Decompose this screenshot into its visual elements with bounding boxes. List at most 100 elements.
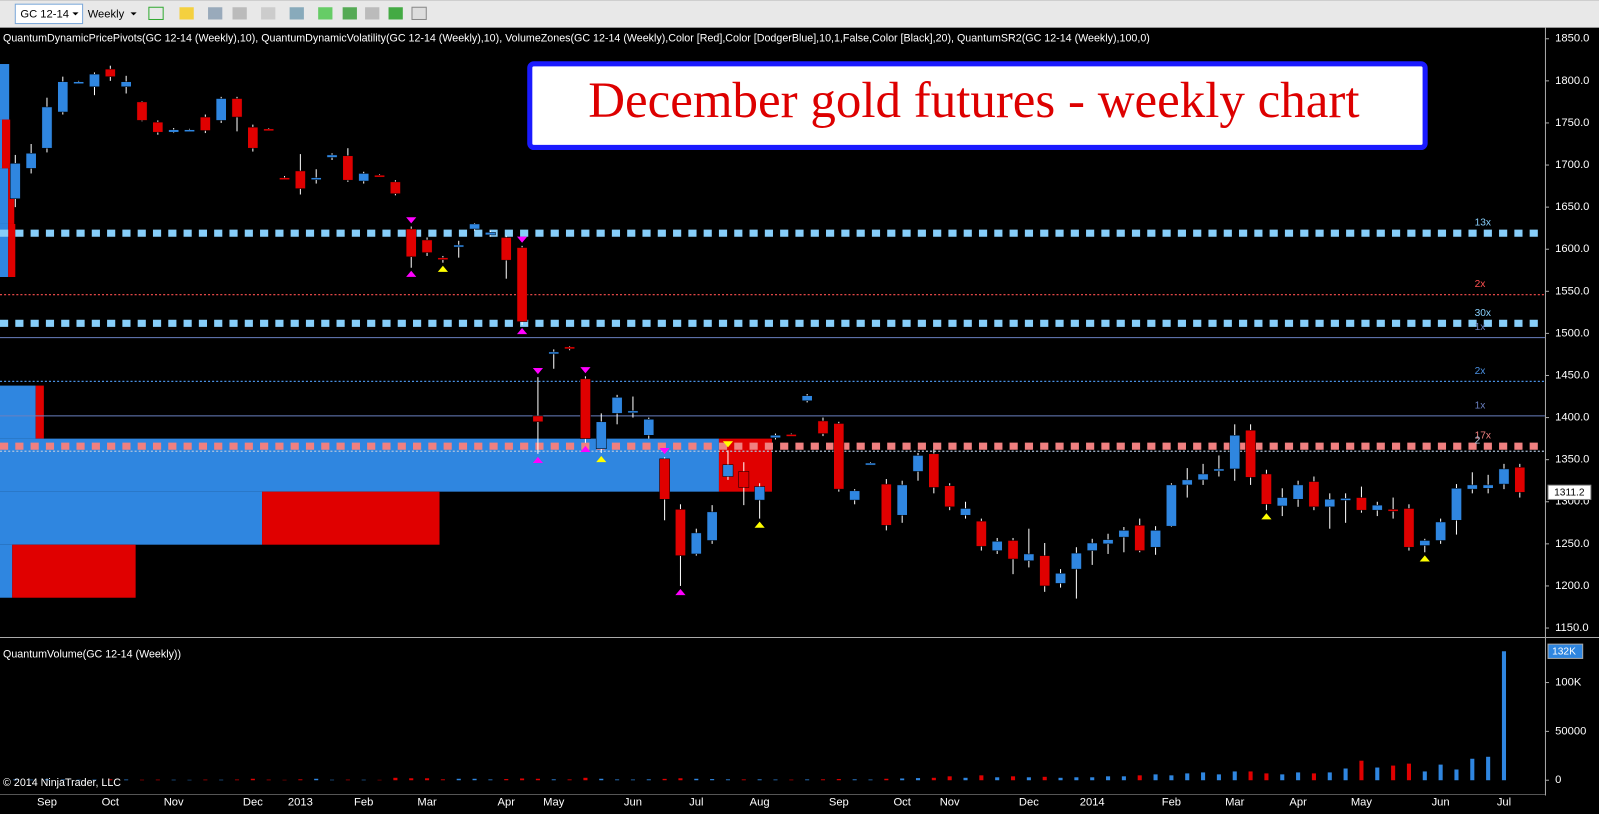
candle-body <box>833 423 845 490</box>
zone-down <box>35 385 44 439</box>
volume-bar <box>425 778 430 781</box>
candle-body <box>1498 468 1510 485</box>
trade-btn[interactable] <box>388 7 403 20</box>
candle-body <box>1403 508 1415 548</box>
x-tick-label: 2014 <box>1080 797 1105 809</box>
candle-body <box>231 98 243 118</box>
x-tick-label: Nov <box>940 797 960 809</box>
strategy-btn[interactable] <box>342 7 357 20</box>
y-tick-label: 1800.0 <box>1555 75 1589 87</box>
dropdown-arrow <box>72 12 79 16</box>
candle-body <box>564 346 575 350</box>
candle-body <box>168 129 180 133</box>
candle-body <box>199 116 211 131</box>
toolbar: GC 12-14 Weekly <box>0 0 1599 28</box>
x-tick-label: Mar <box>1225 797 1245 809</box>
volume-bar <box>1311 773 1316 781</box>
candle-body <box>25 152 37 169</box>
x-tick-label: Jun <box>1432 797 1450 809</box>
volume-bar <box>1201 772 1206 781</box>
candle-body <box>1071 552 1082 570</box>
tool-btn[interactable] <box>232 7 247 20</box>
candle-body <box>1435 521 1446 541</box>
volume-bar <box>1343 768 1348 781</box>
candle-body <box>1466 484 1478 490</box>
data-box-btn[interactable] <box>411 6 427 20</box>
candle-body <box>437 257 449 260</box>
volume-bar <box>963 777 968 781</box>
chart-style-btn[interactable] <box>148 6 164 20</box>
tool-btn[interactable] <box>208 7 223 20</box>
candle-body <box>120 81 132 88</box>
volume-bar <box>931 777 936 781</box>
volume-bar <box>409 778 414 781</box>
zone-up <box>0 544 13 598</box>
zone-up <box>0 119 3 169</box>
volume-bar <box>1248 771 1253 781</box>
volume-bar <box>266 779 271 781</box>
candle-body <box>215 98 227 121</box>
volume-bar <box>1216 774 1221 781</box>
pivot-marker <box>580 367 591 374</box>
candle-body <box>374 174 385 178</box>
volume-bar <box>646 779 651 781</box>
pivot-marker <box>1261 513 1272 520</box>
y-tick-label: 1350.0 <box>1555 454 1589 466</box>
volume-bar <box>805 779 810 781</box>
volume-bar <box>535 778 540 781</box>
volume-bar <box>314 778 319 781</box>
y-tick-label: 1250.0 <box>1555 538 1589 550</box>
volume-bar <box>599 778 604 781</box>
candle-body <box>1387 509 1399 512</box>
candle-body <box>1292 484 1304 500</box>
period[interactable]: Weekly <box>88 8 125 20</box>
candle-body <box>548 351 560 355</box>
pointer-btn[interactable] <box>261 7 276 20</box>
x-tick-label: Oct <box>102 797 120 809</box>
volume-bar <box>1106 776 1111 781</box>
y-tick-label: 1550.0 <box>1555 285 1589 297</box>
candle-body <box>880 483 892 526</box>
candle-body <box>342 155 354 181</box>
volume-bar <box>868 779 873 781</box>
volume-bar <box>298 779 303 781</box>
instrument-box[interactable] <box>14 3 84 25</box>
volume-bar <box>773 779 778 781</box>
candle-body <box>104 68 116 77</box>
zone-up <box>0 64 10 120</box>
volume-bar <box>725 779 731 781</box>
volume-bar <box>995 777 1000 781</box>
candle-body <box>453 244 465 248</box>
volume-bar <box>1422 771 1427 781</box>
x-tick-label: Oct <box>893 797 911 809</box>
x-tick-label: Sep <box>37 797 57 809</box>
zone-up <box>0 168 9 224</box>
candle-body <box>295 170 306 189</box>
candle-body <box>1055 573 1066 584</box>
volume-tick-label: 0 <box>1555 774 1561 786</box>
properties-btn[interactable] <box>365 7 380 20</box>
draw-btn[interactable] <box>179 7 194 20</box>
candle-body <box>57 81 69 113</box>
volume-bar <box>234 779 240 781</box>
instrument[interactable]: GC 12-14 <box>20 8 69 20</box>
volume-bar <box>29 779 34 781</box>
zone-down <box>262 491 440 545</box>
candle-body <box>690 532 702 555</box>
candle-body <box>358 173 370 182</box>
volume-tick-label: 50000 <box>1555 725 1586 737</box>
volume-bar <box>694 778 699 781</box>
zoom-btn[interactable] <box>289 7 304 20</box>
volume-bar <box>472 778 477 781</box>
volume-bar <box>852 779 857 781</box>
level-label: 1x <box>1475 400 1486 411</box>
indicator-btn[interactable] <box>318 7 333 20</box>
volume-bar <box>1090 777 1095 781</box>
candle-body <box>1514 466 1526 493</box>
volume-bar <box>1074 777 1079 781</box>
volume-bar <box>836 779 841 781</box>
volume-bar <box>456 778 461 781</box>
volume-bar <box>979 775 984 781</box>
